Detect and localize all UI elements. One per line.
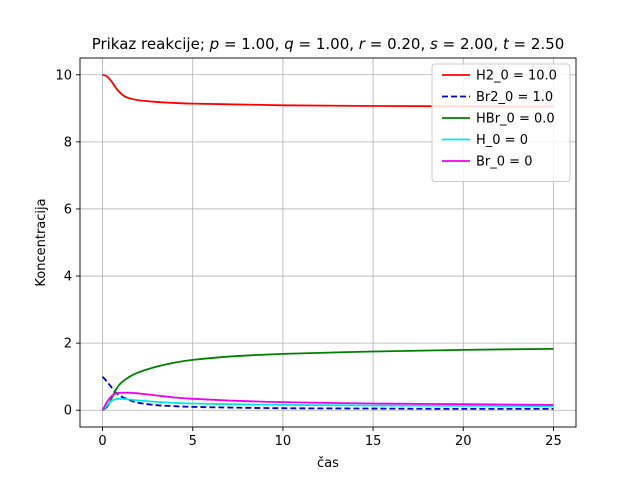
- legend: H2_0 = 10.0 Br2_0 = 1.0 HBr_0 = 0.0 H_0 = …: [431, 63, 571, 182]
- y-axis-label: Koncentracija: [34, 198, 49, 286]
- x-tick-label: 20: [455, 434, 472, 449]
- legend-label-h2-0-10-0: H2_0 = 10.0: [476, 69, 557, 84]
- x-tick-label: 10: [275, 434, 292, 449]
- y-tick-label: 2: [64, 337, 72, 352]
- legend-label-br2-0-1-0: Br2_0 = 1.0: [476, 90, 553, 105]
- legend-label-br-0-0: Br_0 = 0: [476, 155, 532, 170]
- x-axis-label: čas: [317, 456, 339, 471]
- series-line-br-0-0: [101, 391, 554, 411]
- ticks: 0 5 10 15 20 25 0 2 4 6 8 10: [55, 68, 561, 449]
- legend-label-h-0-0: H_0 = 0: [476, 133, 528, 148]
- chart-title: Prikaz reakcije; p = 1.00, q = 1.00, r =…: [92, 35, 565, 53]
- series-line-h2-0-10-0: [102, 73, 554, 108]
- y-tick-label: 0: [64, 404, 72, 419]
- series-line-br2-0-1-0: [101, 376, 554, 410]
- legend-box: [431, 63, 571, 182]
- y-tick-label: 10: [55, 68, 72, 83]
- legend-label-hbr-0-0-0: HBr_0 = 0.0: [476, 112, 555, 127]
- x-tick-label: 5: [189, 434, 197, 449]
- y-tick-label: 6: [64, 202, 72, 217]
- plot-frame: [79, 57, 577, 428]
- x-tick-label: 25: [545, 434, 562, 449]
- y-tick-label: 4: [64, 270, 72, 285]
- y-tick-label: 8: [64, 135, 72, 150]
- series-line-h-0-0: [101, 397, 554, 411]
- x-tick-label: 0: [98, 434, 106, 449]
- series-layer: [101, 73, 554, 411]
- x-tick-label: 15: [365, 434, 382, 449]
